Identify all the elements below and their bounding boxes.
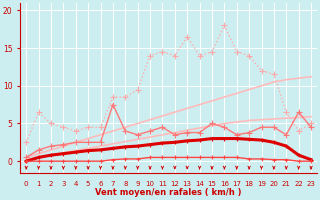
X-axis label: Vent moyen/en rafales ( km/h ): Vent moyen/en rafales ( km/h ) [95, 188, 242, 197]
